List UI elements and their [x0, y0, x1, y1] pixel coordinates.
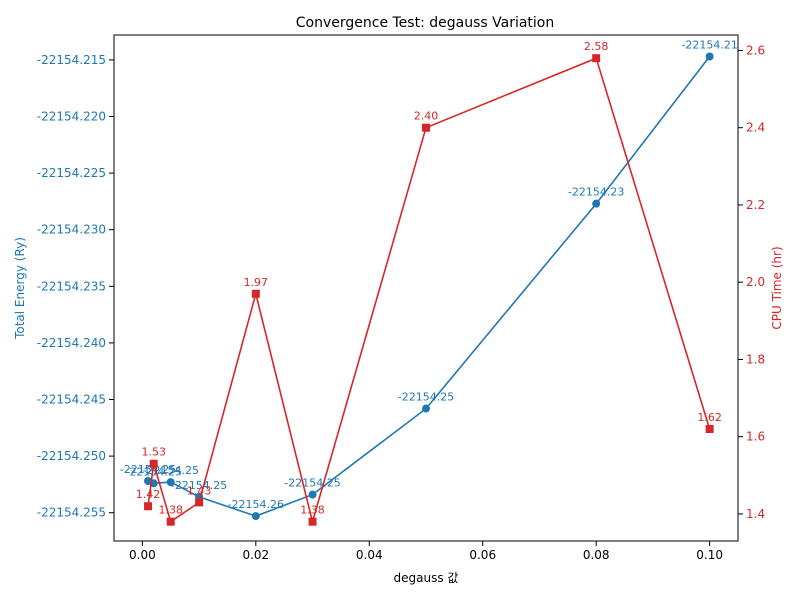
energy-point: [166, 478, 175, 487]
energy-data-label: -22154.25: [171, 479, 227, 492]
y-right-tick-label: 2.2: [746, 198, 765, 212]
y-left-tick-label: -22154.250: [37, 449, 106, 463]
cpu-time-point: [251, 289, 260, 298]
energy-data-label: -22154.26: [228, 498, 284, 511]
cpu-time-point: [422, 123, 430, 132]
energy-data-label: -22154.25: [398, 391, 454, 404]
y-right-tick-label: 2.0: [746, 275, 765, 289]
y-right-tick-label: 1.8: [746, 352, 765, 366]
cpu-time-point: [166, 517, 175, 526]
plot-frame: [113, 34, 739, 542]
y-left-tick-label: -22154.215: [37, 53, 106, 67]
cpu-time-data-label: 1.42: [136, 488, 161, 501]
x-axis-label: degauss 값: [394, 571, 459, 585]
y-left-tick-label: -22154.220: [37, 110, 106, 124]
energy-data-label: -22154.25: [284, 477, 340, 490]
x-tick-label: 0.08: [583, 548, 610, 562]
cpu-time-data-label: 1.38: [158, 504, 183, 517]
y-left-tick-label: -22154.225: [37, 166, 106, 180]
cpu-time-data-label: 1.38: [300, 504, 325, 517]
cpu-time-point: [144, 502, 153, 511]
energy-point: [251, 512, 260, 521]
cpu-time-data-label: 2.58: [584, 40, 609, 53]
cpu-time-point: [149, 459, 158, 468]
energy-data-label: -22154.23: [568, 186, 624, 199]
cpu-time-point: [308, 517, 317, 526]
cpu-time-data-label: 1.62: [697, 411, 722, 424]
cpu-time-point: [592, 54, 601, 63]
cpu-time-data-label: 2.40: [414, 110, 439, 123]
energy-point: [592, 199, 601, 208]
y-left-tick-label: -22154.240: [37, 336, 106, 350]
x-tick-label: 0.02: [242, 548, 269, 562]
energy-point: [422, 404, 430, 413]
y-axis-left: -22154.215 -22154.220 -22154.225 -22154.230…: [37, 53, 114, 520]
series-layer: -22154.25-22154.25-22154.25-22154.25-221…: [120, 39, 738, 526]
x-tick-label: 0.04: [356, 548, 383, 562]
energy-point: [308, 490, 317, 499]
y-left-tick-label: -22154.235: [37, 279, 106, 293]
energy-data-label: -22154.21: [681, 39, 737, 52]
y-right-tick-label: 2.4: [746, 121, 765, 135]
y-axis-right-label: CPU Time (hr): [770, 246, 784, 329]
x-axis: 0.00 0.02 0.04 0.06 0.08 0.10: [129, 541, 723, 562]
y-right-tick-label: 2.6: [746, 43, 765, 57]
chart-title: Convergence Test: degauss Variation: [296, 15, 554, 31]
cpu-time-data-label: 1.97: [244, 276, 269, 289]
x-tick-label: 0.00: [129, 548, 156, 562]
y-axis-left-label: Total Energy (Ry): [13, 237, 27, 340]
cpu-time-point: [705, 424, 714, 433]
energy-data-label: -22154.25: [120, 463, 176, 476]
cpu-time-data-label: 1.43: [187, 484, 212, 497]
energy-point: [705, 52, 714, 61]
energy-data-label: -22154.25: [125, 465, 181, 478]
y-left-tick-label: -22154.255: [37, 506, 106, 520]
x-tick-label: 0.10: [696, 548, 723, 562]
cpu-time-data-label: 1.53: [141, 446, 166, 459]
y-left-tick-label: -22154.230: [37, 223, 106, 237]
y-right-tick-label: 1.4: [746, 507, 765, 521]
x-tick-label: 0.06: [469, 548, 496, 562]
y-left-tick-label: -22154.245: [37, 393, 106, 407]
y-right-tick-label: 1.6: [746, 430, 765, 444]
y-axis-right: 1.4 1.6 1.8 2.0 2.2 2.4 2.6: [738, 43, 765, 521]
cpu-time-point: [195, 498, 204, 507]
